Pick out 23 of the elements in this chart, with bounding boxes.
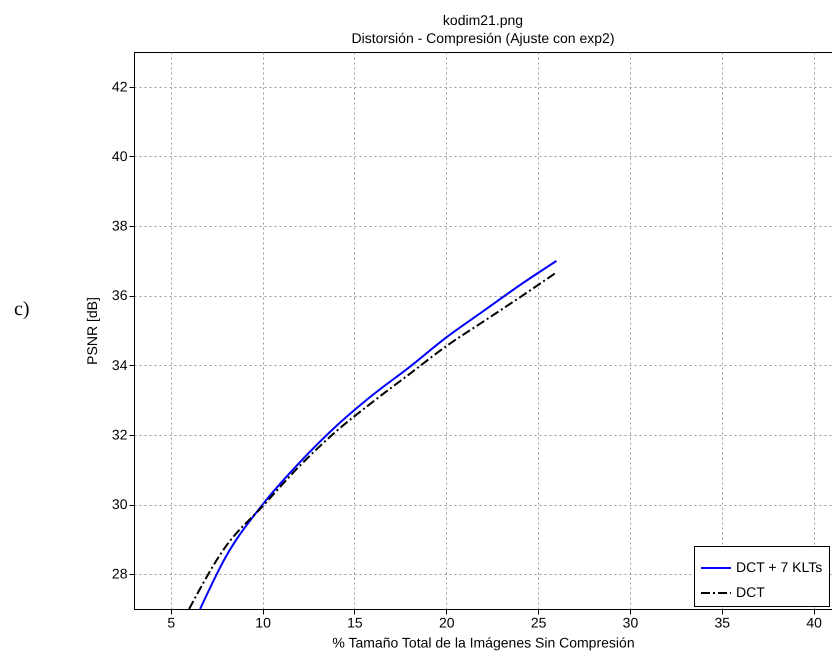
y-tick-label: 42 — [112, 78, 128, 94]
y-tick-label: 36 — [112, 287, 128, 304]
x-tick-label: 10 — [255, 614, 272, 630]
y-tick-label: 28 — [112, 566, 128, 582]
text: c) — [14, 298, 30, 321]
y-tick-label: 40 — [112, 148, 128, 164]
y-tick-label: 32 — [112, 426, 128, 442]
chart-subtitle: Distorsión - Compresión (Ajuste con exp2) — [352, 30, 614, 46]
x-tick-label: 30 — [622, 614, 638, 630]
y-tick-label: 38 — [112, 218, 128, 234]
x-tick-label: 5 — [167, 614, 176, 630]
legend-label: DCT — [736, 584, 766, 600]
x-tick-label: 20 — [438, 614, 455, 630]
x-tick-label: 15 — [347, 614, 363, 630]
y-tick-label: 30 — [112, 496, 128, 512]
chart-title: kodim21.png — [442, 12, 524, 28]
x-tick-label: 35 — [714, 614, 730, 630]
x-tick-label: 40 — [806, 614, 822, 630]
y-axis-title: PSNR [dB] — [84, 297, 100, 365]
legend-label: DCT + 7 KLTs — [736, 559, 822, 575]
x-tick-label: 25 — [530, 614, 547, 630]
x-axis-title: % Tamaño Total de la Imágenes Sin Compresión — [332, 634, 635, 650]
y-tick-label: 34 — [112, 356, 128, 373]
